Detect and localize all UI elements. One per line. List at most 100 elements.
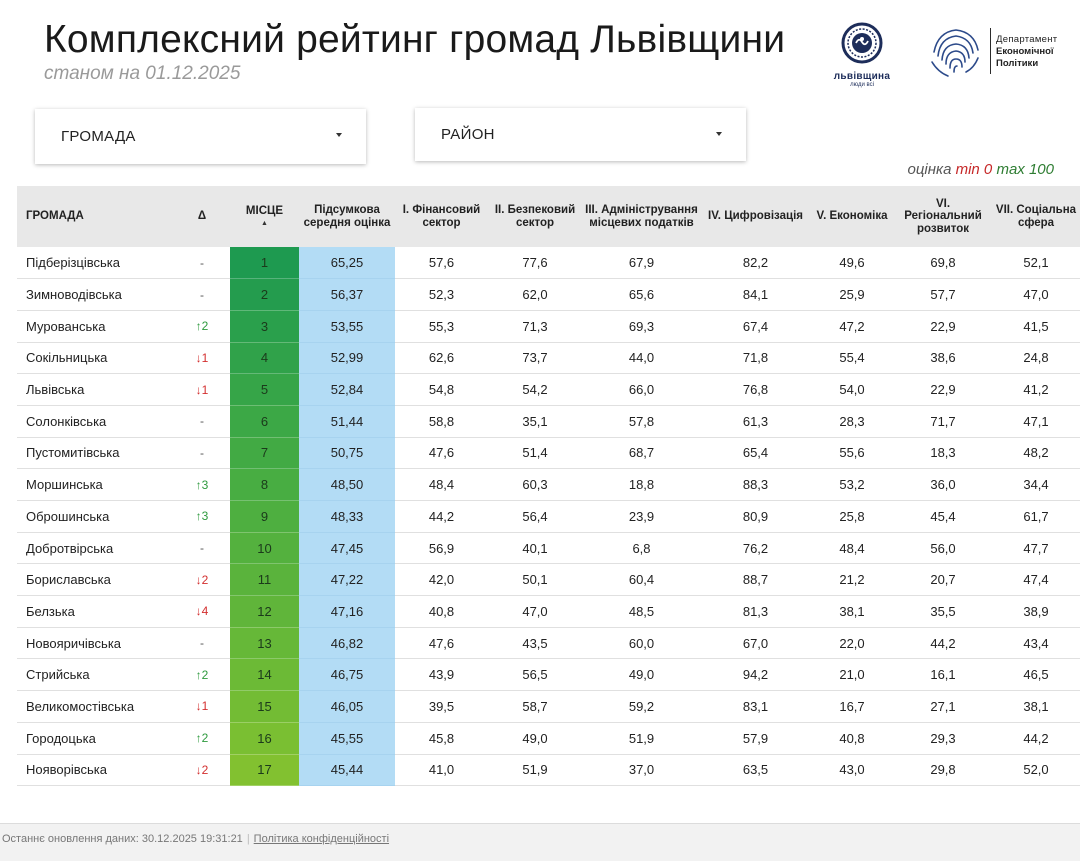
table-row[interactable]: Городоцька ↑2 16 45,55 45,8 49,0 51,9 57,9 40,8 2… [17, 722, 1080, 755]
cell-economy: 55,4 [810, 342, 894, 375]
cell-place: 16 [230, 722, 299, 755]
hromada-dropdown-label: ГРОМАДА [61, 128, 136, 145]
cell-hromada: Мурованська [17, 310, 174, 343]
sort-arrow-icon: ▲ [261, 219, 268, 227]
column-header-score[interactable]: Підсумкова середня оцінка [299, 186, 395, 247]
cell-regional-development: 22,9 [894, 310, 992, 343]
cell-delta: ↓2 [174, 754, 230, 787]
lvivshchyna-logo: львівщина люди всі [822, 22, 902, 92]
rayon-dropdown[interactable]: РАЙОН [415, 108, 746, 161]
cell-regional-development: 18,3 [894, 437, 992, 470]
cell-hromada: Новояричівська [17, 627, 174, 660]
cell-taxes: 6,8 [582, 532, 701, 565]
footer-separator: | [246, 833, 250, 845]
column-header-hromada[interactable]: ГРОМАДА [17, 186, 174, 247]
department-name: Департамент Економічної Політики [996, 34, 1057, 70]
table-row[interactable]: Бориславська ↓2 11 47,22 42,0 50,1 60,4 88,7 21,… [17, 563, 1080, 597]
cell-hromada: Добротвірська [17, 532, 174, 565]
cell-digitalization: 61,3 [701, 405, 810, 438]
legend-label: оцінка [907, 161, 952, 178]
table-row[interactable]: Мурованська ↑2 3 53,55 55,3 71,3 69,3 67,4 47,2 2… [17, 310, 1080, 343]
logo-lviv-name: львівщина [833, 71, 891, 82]
cell-place: 5 [230, 373, 299, 406]
cell-security: 77,6 [488, 247, 582, 280]
cell-score: 46,82 [299, 627, 395, 660]
cell-score: 50,75 [299, 437, 395, 470]
column-header-financial[interactable]: I. Фінансовий сектор [395, 186, 488, 247]
chevron-down-icon [336, 133, 342, 137]
table-row[interactable]: Нояворівська ↓2 17 45,44 41,0 51,9 37,0 63,5 43,… [17, 754, 1080, 787]
cell-hromada: Бориславська [17, 563, 174, 597]
cell-economy: 55,6 [810, 437, 894, 470]
cell-regional-development: 38,6 [894, 342, 992, 375]
cell-place: 12 [230, 595, 299, 628]
cell-economy: 48,4 [810, 532, 894, 565]
table-row[interactable]: Добротвірська -10 47,45 56,9 40,1 6,8 76,2 48,4… [17, 532, 1080, 565]
table-row[interactable]: Белзька ↓4 12 47,16 40,8 47,0 48,5 81,3 38,1 35,5… [17, 595, 1080, 628]
cell-digitalization: 63,5 [701, 754, 810, 787]
cell-place: 17 [230, 754, 299, 787]
cell-score: 47,45 [299, 532, 395, 565]
cell-economy: 21,2 [810, 563, 894, 597]
cell-place: 8 [230, 468, 299, 501]
cell-hromada: Городоцька [17, 722, 174, 755]
cell-digitalization: 71,8 [701, 342, 810, 375]
column-header-delta[interactable]: Δ [174, 186, 230, 247]
cell-place: 1 [230, 247, 299, 280]
table-row[interactable]: Оброшинська ↑3 9 48,33 44,2 56,4 23,9 80,9 25,8 4… [17, 500, 1080, 533]
cell-social: 47,1 [992, 405, 1080, 438]
cell-security: 58,7 [488, 690, 582, 723]
column-header-regional-development[interactable]: VI. Регіональний розвиток [894, 186, 992, 247]
cell-taxes: 49,0 [582, 658, 701, 692]
page-title: Комплексний рейтинг громад Львівщини [44, 18, 786, 61]
cell-delta: ↑2 [174, 658, 230, 692]
cell-economy: 38,1 [810, 595, 894, 628]
cell-social: 52,1 [992, 247, 1080, 280]
cell-score: 65,25 [299, 247, 395, 280]
table-row[interactable]: Пустомитівська -7 50,75 47,6 51,4 68,7 65,4 55,… [17, 437, 1080, 470]
cell-score: 46,05 [299, 690, 395, 723]
table-row[interactable]: Львівська ↓1 5 52,84 54,8 54,2 66,0 76,8 54,0 22,… [17, 373, 1080, 406]
cell-delta: - [174, 247, 230, 280]
table-row[interactable]: Стрийська ↑2 14 46,75 43,9 56,5 49,0 94,2 21,0 16… [17, 658, 1080, 692]
cell-social: 48,2 [992, 437, 1080, 470]
cell-regional-development: 69,8 [894, 247, 992, 280]
column-header-economy[interactable]: V. Економіка [810, 186, 894, 247]
dept-line-1: Департамент [996, 34, 1058, 45]
cell-regional-development: 16,1 [894, 658, 992, 692]
column-header-social[interactable]: VII. Соціальна сфера [992, 186, 1080, 247]
cell-digitalization: 83,1 [701, 690, 810, 723]
table-row[interactable]: Сокільницька ↓1 4 52,99 62,6 73,7 44,0 71,8 55,4… [17, 342, 1080, 375]
cell-security: 71,3 [488, 310, 582, 343]
table-row[interactable]: Зимноводівська -2 56,37 52,3 62,0 65,6 84,1 25,… [17, 278, 1080, 311]
page-subtitle-date: станом на 01.12.2025 [44, 63, 241, 84]
cell-regional-development: 22,9 [894, 373, 992, 406]
cell-security: 47,0 [488, 595, 582, 628]
cell-delta: ↓1 [174, 342, 230, 375]
cell-regional-development: 36,0 [894, 468, 992, 501]
cell-economy: 16,7 [810, 690, 894, 723]
column-header-place[interactable]: МІСЦЕ ▲ [230, 186, 299, 247]
column-header-taxes[interactable]: III. Адміністрування місцевих податків [582, 186, 701, 247]
cell-economy: 53,2 [810, 468, 894, 501]
column-header-security[interactable]: II. Безпековий сектор [488, 186, 582, 247]
cell-hromada: Зимноводівська [17, 278, 174, 311]
table-row[interactable]: Солонківська -6 51,44 58,8 35,1 57,8 61,3 28,3 7… [17, 405, 1080, 438]
table-row[interactable]: Підберізцівська -1 65,25 57,6 77,6 67,9 82,2 49… [17, 247, 1080, 280]
table-row[interactable]: Моршинська ↑3 8 48,50 48,4 60,3 18,8 88,3 53,2 36… [17, 468, 1080, 501]
cell-financial: 42,0 [395, 563, 488, 597]
privacy-policy-link[interactable]: Політика конфіденційності [253, 833, 390, 845]
cell-financial: 47,6 [395, 627, 488, 660]
table-row[interactable]: Великомостівська ↓1 15 46,05 39,5 58,7 59,2 83,… [17, 690, 1080, 723]
cell-digitalization: 76,2 [701, 532, 810, 565]
hromada-dropdown[interactable]: ГРОМАДА [35, 109, 366, 164]
footer-text: Останнє оновлення даних: 30.12.2025 19:3… [2, 833, 389, 845]
cell-economy: 21,0 [810, 658, 894, 692]
cell-regional-development: 29,3 [894, 722, 992, 755]
cell-social: 47,4 [992, 563, 1080, 597]
column-header-digitalization[interactable]: IV. Цифровізація [701, 186, 810, 247]
cell-hromada: Стрийська [17, 658, 174, 692]
cell-place: 7 [230, 437, 299, 470]
table-row[interactable]: Новояричівська -13 46,82 47,6 43,5 60,0 67,0 22… [17, 627, 1080, 660]
footer: Останнє оновлення даних: 30.12.2025 19:3… [0, 823, 1080, 861]
